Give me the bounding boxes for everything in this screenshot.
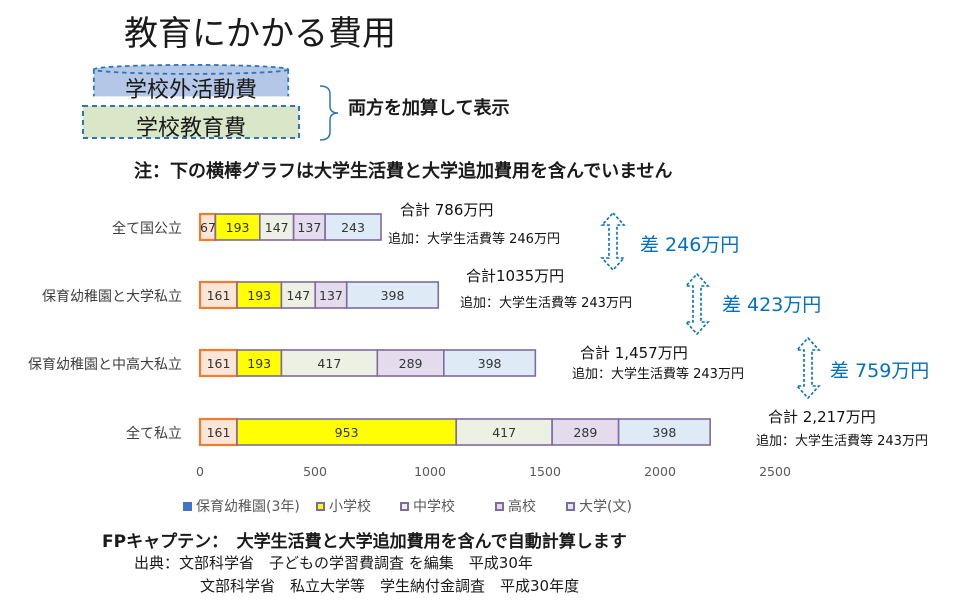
x-tick-label: 2500 — [759, 464, 791, 479]
bar-value-label: 161 — [206, 288, 231, 303]
bar-segment — [345, 281, 440, 309]
total-label: 合計1035万円 — [466, 267, 565, 285]
legend-label: 小学校 — [329, 499, 371, 515]
legend-swatch — [400, 501, 409, 511]
legend-swatch — [495, 501, 504, 511]
outside-activity-cylinder — [92, 64, 290, 97]
x-tick-label: 1000 — [414, 464, 446, 479]
bar-segment — [198, 280, 239, 310]
source-line-1: 出典：文部科学省 子どもの学習費調査 を編集 平成30年 — [134, 554, 533, 572]
legend-swatch — [183, 501, 192, 511]
legend-item: 保育幼稚園(3年) — [183, 496, 300, 516]
bar-segment — [442, 349, 537, 377]
category-label: 保育幼稚園と中高大私立 — [28, 357, 182, 373]
category-label: 全て国公立 — [112, 221, 182, 237]
x-tick-label: 2000 — [644, 464, 676, 479]
bar-segment — [280, 349, 379, 377]
legend-item: 高校 — [495, 496, 536, 516]
category-label: 保育幼稚園と大学私立 — [42, 289, 182, 305]
difference-label: 差 246万円 — [640, 234, 740, 256]
bar-segment — [617, 418, 711, 446]
bar-value-label: 953 — [334, 425, 359, 440]
total-label: 合計 2,217万円 — [768, 408, 876, 426]
bar-value-label: 193 — [247, 288, 272, 303]
bar-value-label: 161 — [206, 356, 231, 371]
bar-segment — [376, 349, 445, 377]
legend-label: 中学校 — [413, 499, 455, 515]
bar-value-label: 289 — [573, 425, 598, 440]
legend-label: 保育幼稚園(3年) — [196, 499, 300, 515]
bar-value-label: 137 — [319, 288, 343, 303]
double-arrow-icon — [684, 272, 710, 336]
bar-value-label: 289 — [398, 356, 423, 371]
legend-swatch — [566, 501, 575, 511]
legend-label: 大学(文) — [579, 499, 632, 515]
bar-value-label: 243 — [341, 220, 365, 235]
legend-swatch — [316, 501, 325, 511]
bar-value-label: 193 — [225, 220, 250, 235]
extra-cost-label: 追加：大学生活費等 246万円 — [388, 232, 560, 247]
bar-value-label: 67 — [200, 220, 216, 235]
bar-segment — [236, 349, 283, 377]
legend-item: 小学校 — [316, 496, 371, 516]
bar-segment — [314, 281, 348, 309]
bar-value-label: 398 — [477, 356, 502, 371]
double-arrow-icon — [795, 336, 821, 400]
fp-note: FPキャプテン： 大学生活費と大学追加費用を含んで自動計算します — [102, 532, 627, 552]
brace-icon — [319, 85, 339, 141]
x-tick-label: 500 — [303, 464, 327, 479]
total-label: 合計 1,457万円 — [580, 344, 688, 362]
extra-cost-label: 追加：大学生活費等 243万円 — [460, 296, 632, 311]
bar-segment — [455, 418, 553, 446]
legend-label: 高校 — [508, 499, 536, 515]
bar-segment — [198, 348, 239, 378]
chart-note: 注：下の横棒グラフは大学生活費と大学追加費用を含んでいません — [134, 161, 673, 182]
difference-label: 差 423万円 — [722, 294, 822, 316]
bar-value-label: 417 — [492, 425, 517, 440]
category-label: 全て私立 — [126, 426, 182, 442]
bar-value-label: 147 — [264, 220, 289, 235]
bar-segment — [198, 417, 239, 447]
difference-label: 差 759万円 — [830, 360, 930, 382]
bar-value-label: 398 — [380, 288, 405, 303]
extra-cost-label: 追加：大学生活費等 243万円 — [572, 367, 744, 382]
double-arrow-icon — [600, 211, 626, 272]
source-line-2: 文部科学省 私立大学等 学生納付金調査 平成30年度 — [200, 577, 580, 595]
school-expense-cylinder — [82, 105, 300, 139]
x-tick-label: 0 — [196, 464, 204, 479]
total-label: 合計 786万円 — [400, 201, 494, 219]
school-expense-label: 学校教育費 — [135, 116, 246, 141]
bar-segment — [324, 213, 382, 241]
legend-item: 中学校 — [400, 496, 455, 516]
brace-note: 両方を加算して表示 — [348, 98, 510, 119]
x-tick-label: 1500 — [529, 464, 561, 479]
extra-cost-label: 追加：大学生活費等 243万円 — [756, 434, 928, 449]
bar-value-label: 147 — [286, 288, 311, 303]
legend-item: 大学(文) — [566, 496, 632, 516]
page-title: 教育にかかる費用 — [124, 14, 396, 54]
outside-activity-label: 学校外活動費 — [124, 78, 257, 103]
bar-value-label: 417 — [317, 356, 342, 371]
bar-value-label: 193 — [247, 356, 272, 371]
bar-value-label: 398 — [652, 425, 677, 440]
bar-value-label: 161 — [206, 425, 231, 440]
bar-value-label: 137 — [297, 220, 322, 235]
